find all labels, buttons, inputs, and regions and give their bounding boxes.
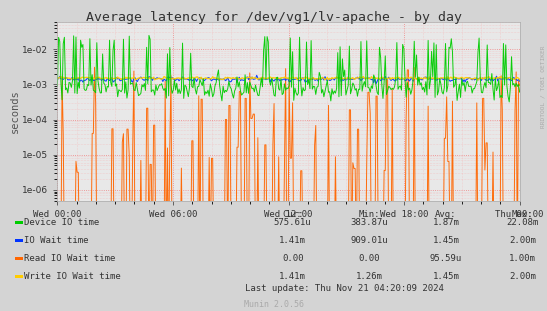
Text: Cur:: Cur: [282, 210, 304, 219]
Text: Device IO time: Device IO time [24, 218, 99, 227]
Text: Write IO Wait time: Write IO Wait time [24, 272, 120, 281]
Text: 1.00m: 1.00m [509, 254, 536, 263]
Text: 22.08m: 22.08m [507, 218, 538, 227]
Text: Last update: Thu Nov 21 04:20:09 2024: Last update: Thu Nov 21 04:20:09 2024 [245, 284, 444, 293]
Text: 383.87u: 383.87u [351, 218, 388, 227]
Text: Average latency for /dev/vg1/lv-apache - by day: Average latency for /dev/vg1/lv-apache -… [85, 11, 462, 24]
Y-axis label: seconds: seconds [9, 89, 20, 133]
Text: 909.01u: 909.01u [351, 236, 388, 245]
Text: 1.45m: 1.45m [432, 272, 459, 281]
Text: 1.45m: 1.45m [432, 236, 459, 245]
Text: IO Wait time: IO Wait time [24, 236, 88, 245]
Text: 575.61u: 575.61u [274, 218, 311, 227]
Text: 2.00m: 2.00m [509, 272, 536, 281]
Text: 0.00: 0.00 [358, 254, 380, 263]
Text: Munin 2.0.56: Munin 2.0.56 [243, 300, 304, 309]
Text: 1.26m: 1.26m [356, 272, 383, 281]
Text: 1.41m: 1.41m [279, 236, 306, 245]
Text: Read IO Wait time: Read IO Wait time [24, 254, 115, 263]
Text: RRDTOOL / TOBI OETIKER: RRDTOOL / TOBI OETIKER [541, 46, 546, 128]
Text: Avg:: Avg: [435, 210, 457, 219]
Text: Min:: Min: [358, 210, 380, 219]
Text: 1.41m: 1.41m [279, 272, 306, 281]
Text: 2.00m: 2.00m [509, 236, 536, 245]
Text: 0.00: 0.00 [282, 254, 304, 263]
Text: 95.59u: 95.59u [430, 254, 462, 263]
Text: 1.87m: 1.87m [432, 218, 459, 227]
Text: Max:: Max: [511, 210, 533, 219]
